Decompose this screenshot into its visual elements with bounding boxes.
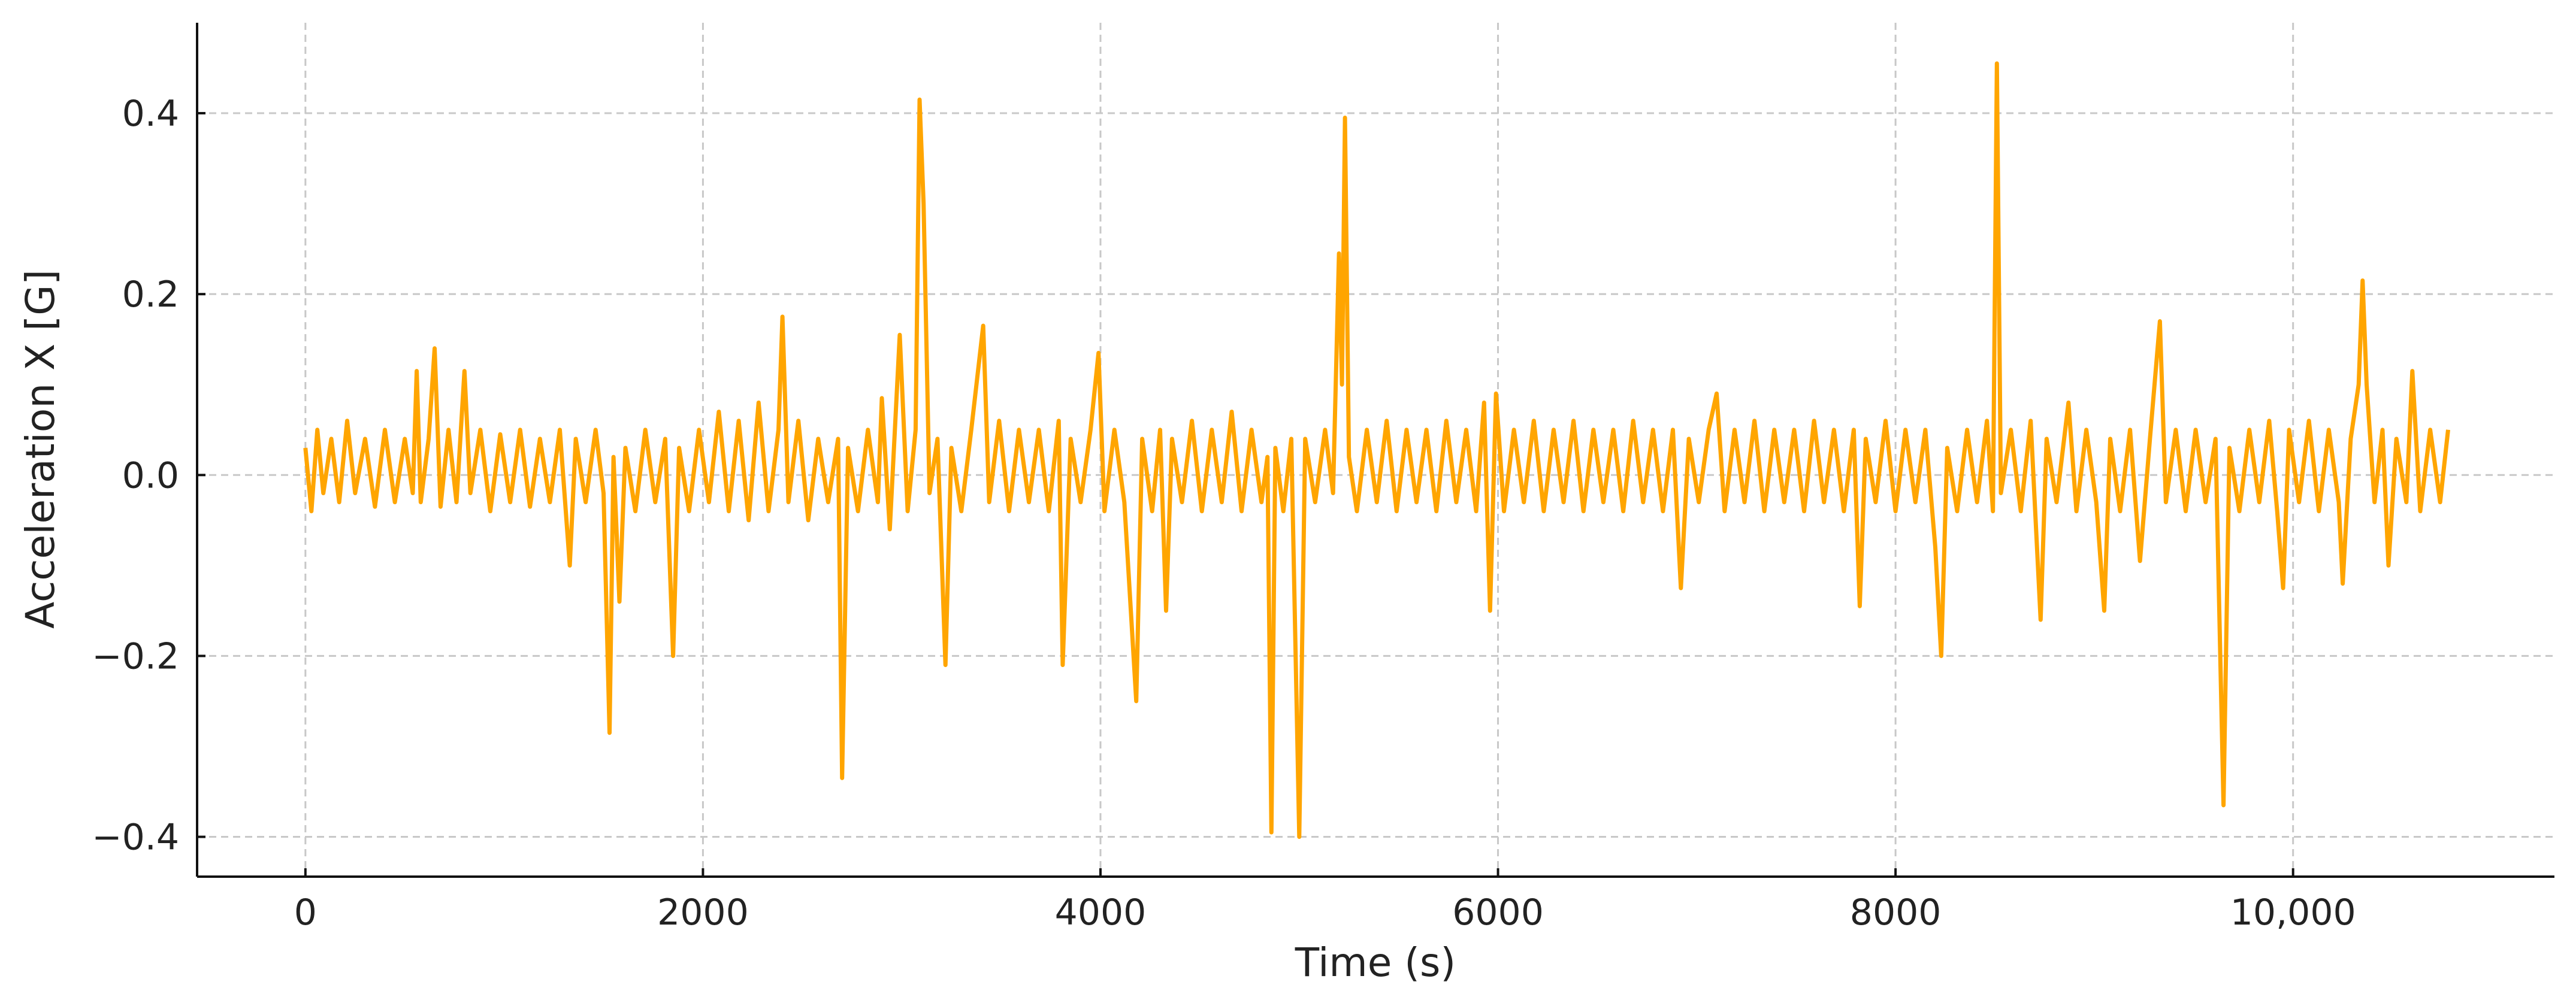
y-tick-label: 0.0 bbox=[122, 454, 179, 496]
x-tick-label: 10,000 bbox=[2230, 892, 2356, 934]
x-tick-label: 4000 bbox=[1055, 892, 1147, 934]
y-tick-label: 0.2 bbox=[122, 274, 179, 316]
x-tick-label: 0 bbox=[294, 892, 317, 934]
y-tick-label: 0.4 bbox=[122, 93, 179, 135]
data-line bbox=[303, 61, 2450, 839]
y-tick-label: −0.4 bbox=[92, 817, 179, 859]
x-axis-label: Time (s) bbox=[1295, 940, 1456, 986]
x-tick-label: 6000 bbox=[1452, 892, 1544, 934]
y-tick-label: −0.2 bbox=[92, 635, 179, 677]
x-tick-label: 2000 bbox=[657, 892, 749, 934]
x-tick-label: 8000 bbox=[1850, 892, 1942, 934]
y-axis-label: Acceleration X [G] bbox=[17, 269, 64, 629]
